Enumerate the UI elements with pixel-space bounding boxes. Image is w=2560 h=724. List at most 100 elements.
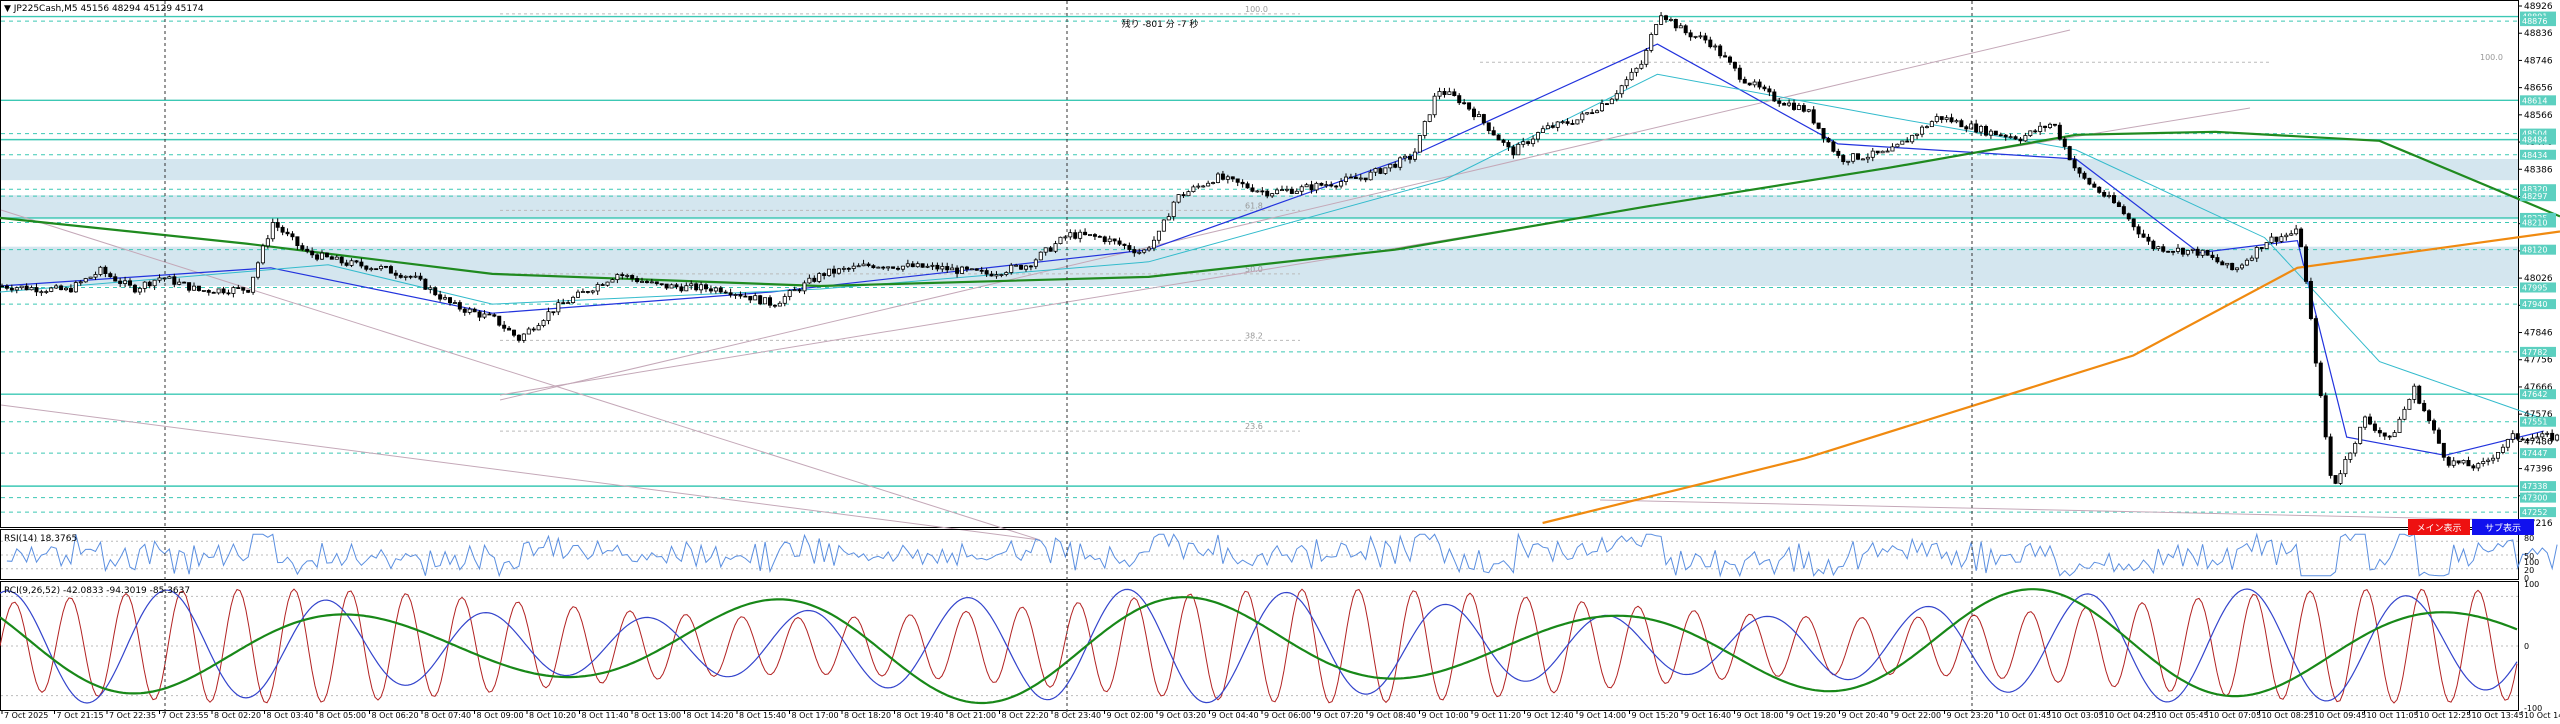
candle xyxy=(1206,182,1211,187)
candle xyxy=(2239,264,2244,269)
rsi-panel-frame xyxy=(0,529,2519,580)
candle xyxy=(2431,420,2436,431)
fib-label: 23.6 xyxy=(1245,422,1263,431)
candle xyxy=(748,295,753,301)
candle xyxy=(231,287,236,294)
main-display-button-bg[interactable] xyxy=(2408,519,2470,535)
candle xyxy=(654,281,659,285)
candle xyxy=(103,266,108,275)
candle xyxy=(2254,247,2259,259)
candle xyxy=(590,290,595,293)
candle xyxy=(2348,452,2353,460)
ma-line-3 xyxy=(1542,230,2560,525)
candle xyxy=(1344,176,1349,182)
candle xyxy=(142,281,147,289)
candle xyxy=(2377,430,2382,434)
price-tick-label: 48656 xyxy=(2524,84,2553,94)
time-label: 8 Oct 02:20 xyxy=(214,711,261,720)
candle xyxy=(950,267,955,271)
candle xyxy=(1417,135,1422,153)
level-tag: 48614 xyxy=(2522,96,2547,105)
main-display-button[interactable]: メイン表示 xyxy=(2408,519,2470,535)
sub-display-button[interactable]: サブ表示 xyxy=(2472,519,2534,535)
candle xyxy=(2171,250,2176,253)
candle xyxy=(1846,160,1851,163)
candle xyxy=(2013,136,2018,140)
time-label: 8 Oct 10:20 xyxy=(529,711,576,720)
candle xyxy=(2043,125,2048,128)
candle xyxy=(2175,247,2180,252)
level-tag: 48484 xyxy=(2522,136,2547,145)
candle xyxy=(9,287,14,291)
candle xyxy=(812,277,817,282)
level-tag: 47300 xyxy=(2522,494,2547,503)
candle xyxy=(4,285,9,289)
time-label: 8 Oct 18:20 xyxy=(844,711,891,720)
candle xyxy=(1668,19,1673,21)
candle xyxy=(920,263,925,268)
candle xyxy=(1304,184,1309,188)
candle xyxy=(1368,171,1373,181)
candle xyxy=(2313,318,2318,364)
candle xyxy=(674,284,679,288)
candle xyxy=(1811,109,1816,124)
candle xyxy=(1910,134,1915,143)
candle xyxy=(2515,433,2520,440)
level-tag-bg xyxy=(2520,299,2556,310)
time-axis: 7 Oct 2025 7 Oct 21:15 7 Oct 22:35 7 Oct 23… xyxy=(1,711,2560,720)
candle xyxy=(733,294,738,296)
candle xyxy=(1171,201,1176,218)
candle xyxy=(137,287,142,293)
candle xyxy=(516,334,521,341)
candle xyxy=(935,264,940,270)
candle xyxy=(403,275,408,278)
candle xyxy=(1339,181,1344,187)
level-tag-bg xyxy=(2520,217,2556,228)
candle xyxy=(910,263,915,268)
candle xyxy=(1019,264,1024,270)
time-label: 10 Oct 11:05 xyxy=(2367,711,2419,720)
candle xyxy=(1225,176,1230,180)
candle xyxy=(2540,433,2545,438)
candle xyxy=(1319,182,1324,186)
candle xyxy=(763,297,768,305)
candle xyxy=(1649,34,1654,51)
candle xyxy=(2067,146,2072,161)
candle xyxy=(713,287,718,292)
candle xyxy=(502,324,507,329)
time-label: 10 Oct 13:45 xyxy=(2472,711,2524,720)
candle xyxy=(1777,100,1782,104)
candle xyxy=(221,288,226,294)
candle xyxy=(462,308,467,313)
time-label: 9 Oct 23:20 xyxy=(1947,711,1994,720)
candle xyxy=(2495,451,2500,459)
candle xyxy=(2072,159,2077,169)
sub-display-button-bg[interactable] xyxy=(2472,519,2534,535)
candle xyxy=(418,275,423,280)
price-tick-label: 47846 xyxy=(2524,329,2553,339)
candle xyxy=(699,284,704,291)
candle xyxy=(1629,71,1634,81)
price-tick-label: 47396 xyxy=(2524,465,2553,475)
price-tick-label: 48746 xyxy=(2524,56,2553,66)
candle xyxy=(2161,246,2166,252)
candle xyxy=(2299,228,2304,248)
candle xyxy=(2555,434,2560,441)
candle xyxy=(2033,130,2038,133)
candle xyxy=(1024,265,1029,270)
candle xyxy=(1314,182,1319,191)
level-tag: 48210 xyxy=(2522,218,2547,227)
candle xyxy=(1230,176,1235,180)
candle xyxy=(1762,86,1767,90)
candle xyxy=(1757,81,1762,88)
price-tick-label: 47576 xyxy=(2524,410,2553,420)
candle xyxy=(876,266,881,269)
main-price-panel[interactable]: 100.0 61.8 50.0 38.2 23.6 100.0 xyxy=(0,0,2560,541)
candle xyxy=(44,291,49,293)
candle xyxy=(1467,102,1472,110)
candle xyxy=(2180,247,2185,255)
rci-panel[interactable] xyxy=(0,581,2519,711)
rsi-panel[interactable] xyxy=(0,529,2558,580)
